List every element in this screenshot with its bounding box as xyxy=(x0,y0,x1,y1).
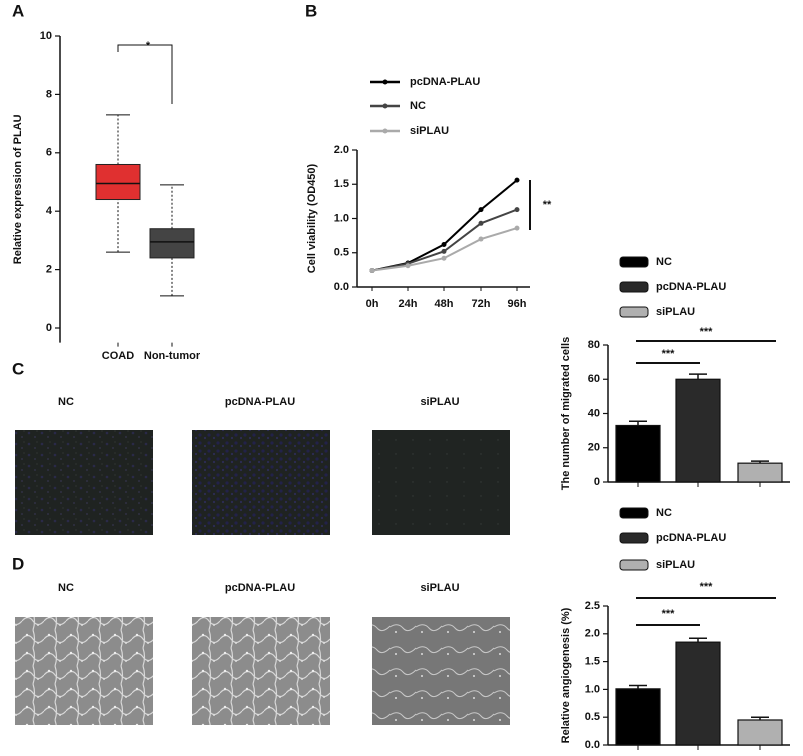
point xyxy=(514,225,520,231)
bar xyxy=(615,688,661,746)
legend-marker xyxy=(382,128,388,134)
panel-label: D xyxy=(12,554,24,573)
legend-label: siPLAU xyxy=(656,306,695,318)
point xyxy=(441,242,447,248)
bar xyxy=(675,641,721,746)
significance-label: *** xyxy=(700,581,714,593)
y-axis-label: Relative angiogenesis (%) xyxy=(560,607,572,743)
legend-label: NC xyxy=(410,100,426,112)
point xyxy=(478,207,484,213)
legend-swatch xyxy=(619,532,649,544)
y-tick-label: 0.5 xyxy=(585,711,600,723)
y-tick-label: 1.0 xyxy=(334,212,349,224)
point xyxy=(478,236,484,242)
point xyxy=(441,255,447,261)
bar xyxy=(737,462,783,483)
legend-label: pcDNA-PLAU xyxy=(656,281,726,293)
y-tick-label: 0.0 xyxy=(334,281,349,293)
legend-swatch xyxy=(619,281,649,293)
point xyxy=(405,263,411,269)
y-tick-label: 4 xyxy=(46,205,53,217)
legend-label: siPLAU xyxy=(656,559,695,571)
y-axis-label: Relative expression of PLAU xyxy=(12,114,24,264)
point xyxy=(369,268,375,274)
image-caption: pcDNA-PLAU xyxy=(225,582,295,594)
y-tick-label: 1.0 xyxy=(585,683,600,695)
y-tick-label: 0.5 xyxy=(334,247,349,259)
image-caption: siPLAU xyxy=(420,582,459,594)
y-tick-label: 2 xyxy=(46,264,52,276)
legend-swatch xyxy=(619,507,649,519)
significance-label: *** xyxy=(662,348,676,360)
legend-label: pcDNA-PLAU xyxy=(656,532,726,544)
y-axis-label: The number of migrated cells xyxy=(560,337,572,490)
legend-swatch xyxy=(619,559,649,571)
legend-label: pcDNA-PLAU xyxy=(410,76,480,88)
legend-swatch xyxy=(619,306,649,318)
point xyxy=(514,177,520,183)
x-tick-label: 0h xyxy=(366,298,379,310)
point xyxy=(441,248,447,254)
line xyxy=(371,208,518,272)
y-tick-label: 2.0 xyxy=(585,628,600,640)
x-tick-label: 24h xyxy=(399,298,418,310)
significance-label: ** xyxy=(543,199,552,211)
legend-marker xyxy=(382,79,388,85)
significance-bracket xyxy=(117,44,173,104)
legend-swatch xyxy=(619,256,649,268)
x-tick-label: Non-tumor xyxy=(144,350,201,362)
micrograph xyxy=(192,430,330,535)
x-tick-label: COAD xyxy=(102,350,134,362)
significance-label: * xyxy=(146,40,151,52)
y-tick-label: 2.5 xyxy=(585,600,600,612)
images-c xyxy=(15,430,510,535)
y-tick-label: 2.0 xyxy=(334,144,349,156)
bar xyxy=(737,719,783,746)
panel-label: C xyxy=(12,359,24,378)
image-caption: NC xyxy=(58,582,74,594)
image-caption: NC xyxy=(58,396,74,408)
micrograph xyxy=(372,617,510,725)
y-tick-label: 80 xyxy=(588,339,600,351)
legend-label: siPLAU xyxy=(410,125,449,137)
micrograph xyxy=(15,430,153,535)
box xyxy=(149,228,195,259)
y-tick-label: 40 xyxy=(588,407,600,419)
y-tick-label: 6 xyxy=(46,147,52,159)
image-caption: siPLAU xyxy=(420,396,459,408)
panel-label: B xyxy=(305,1,317,20)
images-d xyxy=(15,617,510,725)
micrograph xyxy=(372,430,510,535)
panel-label: A xyxy=(12,1,24,20)
significance-label: *** xyxy=(662,608,676,620)
legend-label: NC xyxy=(656,507,672,519)
bar xyxy=(675,378,721,483)
point xyxy=(514,207,520,213)
y-tick-label: 0.0 xyxy=(585,739,600,751)
point xyxy=(478,220,484,226)
x-tick-label: 72h xyxy=(472,298,491,310)
micrograph xyxy=(15,617,153,725)
box xyxy=(95,163,141,201)
y-tick-label: 60 xyxy=(588,373,600,385)
y-tick-label: 20 xyxy=(588,442,600,454)
x-tick-label: 48h xyxy=(435,298,454,310)
image-caption: pcDNA-PLAU xyxy=(225,396,295,408)
y-tick-label: 1.5 xyxy=(585,656,600,668)
y-tick-label: 1.5 xyxy=(334,178,349,190)
x-tick-label: 96h xyxy=(508,298,527,310)
y-axis-label: Cell viability (OD450) xyxy=(306,163,318,273)
y-tick-label: 10 xyxy=(40,30,52,42)
legend-label: NC xyxy=(656,256,672,268)
y-tick-label: 0 xyxy=(594,476,600,488)
micrograph xyxy=(192,617,330,725)
y-tick-label: 0 xyxy=(46,322,52,334)
y-tick-label: 8 xyxy=(46,88,52,100)
legend-marker xyxy=(382,103,388,109)
bar xyxy=(615,424,661,483)
significance-label: *** xyxy=(700,326,714,338)
